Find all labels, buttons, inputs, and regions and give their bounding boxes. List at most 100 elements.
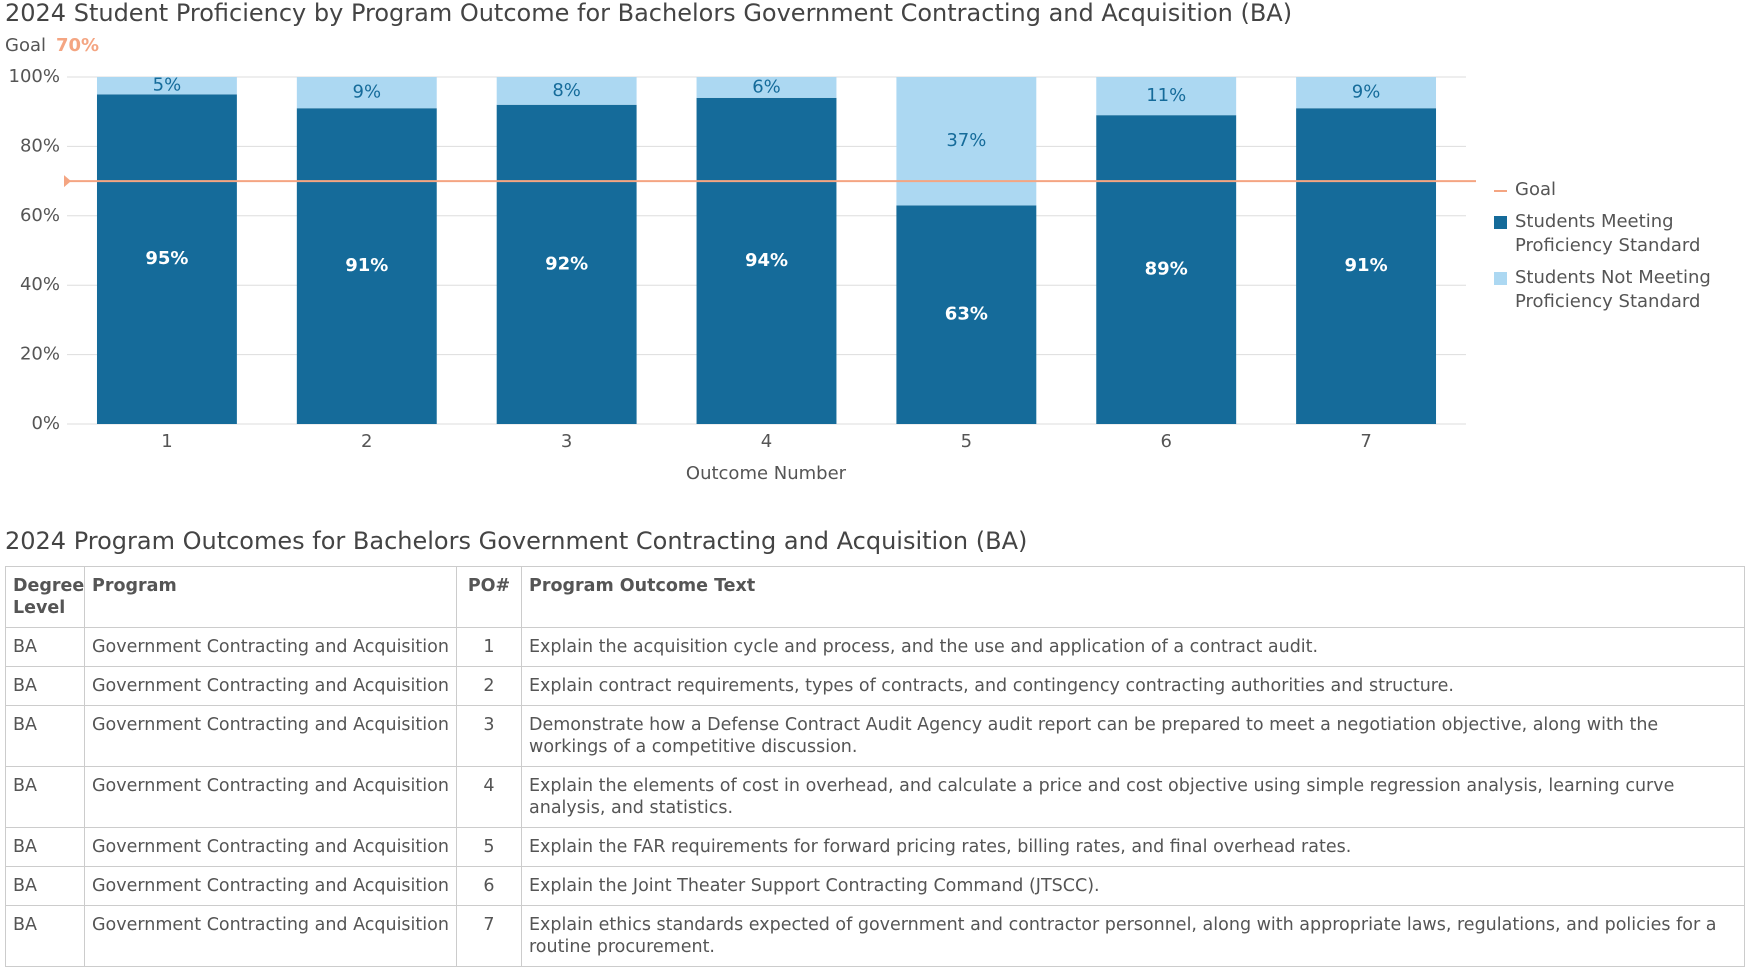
bar-segment [296, 108, 437, 424]
legend-swatch [1494, 190, 1507, 192]
value-label: 92% [545, 253, 588, 274]
chart-title: 2024 Student Proficiency by Program Outc… [5, 0, 1292, 27]
table-cell: BA [5, 827, 85, 867]
table-cell: 2 [456, 666, 522, 706]
table-cell: 5 [456, 827, 522, 867]
goal-caption: Goal [5, 35, 46, 56]
table-row: BA Government Contracting and Acquisition… [5, 627, 1745, 667]
x-tick-label: 3 [561, 431, 572, 452]
x-tick-label: 2 [361, 431, 372, 452]
y-tick-label: 0% [31, 413, 60, 434]
table-row: BA Government Contracting and Acquisition… [5, 666, 1745, 706]
value-label: 6% [752, 76, 781, 97]
bar-segment [96, 94, 237, 424]
y-tick-label: 60% [20, 205, 60, 226]
table-cell: Government Contracting and Acquisition [84, 766, 457, 828]
table-cell: Demonstrate how a Defense Contract Audit… [521, 705, 1745, 767]
legend-label: Students Meeting Proficiency Standard [1515, 211, 1701, 256]
value-label: 9% [353, 82, 382, 103]
value-label: 95% [145, 248, 188, 269]
x-tick-label: 4 [761, 431, 772, 452]
table-cell: Explain contract requirements, types of … [521, 666, 1745, 706]
table-cell: Government Contracting and Acquisition [84, 866, 457, 906]
table-row: BA Government Contracting and Acquisition… [5, 905, 1745, 967]
value-label: 91% [345, 255, 388, 276]
value-label: 89% [1145, 259, 1188, 280]
bar-segment [1296, 108, 1437, 424]
header-cell: Program Outcome Text [521, 566, 1745, 628]
legend-swatch [1494, 216, 1507, 229]
table-cell: 6 [456, 866, 522, 906]
table-cell: Explain the Joint Theater Support Contra… [521, 866, 1745, 906]
table-cell: Government Contracting and Acquisition [84, 627, 457, 667]
table-row: BA Government Contracting and Acquisition… [5, 827, 1745, 867]
x-tick-label: 7 [1360, 431, 1371, 452]
header-cell: Degree Level [5, 566, 85, 628]
bar-segment [896, 77, 1037, 206]
table-cell: Government Contracting and Acquisition [84, 827, 457, 867]
goal-marker [64, 175, 71, 188]
value-label: 94% [745, 250, 788, 271]
bar-segment [896, 205, 1037, 424]
table-cell: Government Contracting and Acquisition [84, 705, 457, 767]
bar-segment [296, 77, 437, 109]
legend-swatch [1494, 272, 1507, 285]
table-cell: 7 [456, 905, 522, 967]
legend-entry: Goal [1494, 178, 1744, 202]
header-row: Degree Level Program PO# Program Outcome Te… [5, 566, 1745, 628]
bar-segment [496, 104, 637, 424]
bar-segment [1096, 77, 1237, 116]
x-tick-label: 5 [961, 431, 972, 452]
value-label: 5% [153, 75, 182, 96]
table-cell: BA [5, 866, 85, 906]
value-label: 91% [1345, 255, 1388, 276]
x-axis-label: Outcome Number [686, 463, 847, 484]
table-cell: Explain the acquisition cycle and proces… [521, 627, 1745, 667]
y-tick-label: 20% [20, 344, 60, 365]
bar-segment [496, 77, 637, 105]
table-cell: BA [5, 766, 85, 828]
y-tick-label: 40% [20, 274, 60, 295]
chart: 2024 Student Proficiency by Program Outc… [5, 0, 1476, 484]
table-cell: BA [5, 905, 85, 967]
bar-segment [96, 77, 237, 95]
legend: Goal Students Meeting Proficiency Standar… [1494, 178, 1744, 322]
table-cell: BA [5, 627, 85, 667]
x-tick-label: 1 [161, 431, 172, 452]
table-row: BA Government Contracting and Acquisition… [5, 866, 1745, 906]
table-cell: Explain ethics standards expected of gov… [521, 905, 1745, 967]
value-label: 9% [1352, 82, 1381, 103]
header-cell: Program [84, 566, 457, 628]
table-cell: 4 [456, 766, 522, 828]
goal-value: 70% [56, 35, 99, 56]
y-tick-label: 100% [9, 66, 60, 87]
table-cell: 3 [456, 705, 522, 767]
bar-segment [1296, 77, 1437, 109]
legend-entry: Students Meeting Proficiency Standard [1494, 210, 1744, 258]
bar-segment [696, 77, 837, 98]
outcomes-table: Degree Level Program PO# Program Outcome Te… [5, 566, 1745, 967]
value-label: 37% [946, 130, 986, 151]
bar-segment [696, 97, 837, 424]
table-cell: 1 [456, 627, 522, 667]
y-tick-label: 80% [20, 135, 60, 156]
legend-label: Students Not Meeting Proficiency Standar… [1515, 267, 1711, 312]
value-label: 63% [945, 304, 988, 325]
table-cell: BA [5, 705, 85, 767]
x-tick-label: 6 [1160, 431, 1171, 452]
table-cell: Government Contracting and Acquisition [84, 666, 457, 706]
table-row: BA Government Contracting and Acquisition… [5, 705, 1745, 767]
value-label: 8% [552, 80, 581, 101]
table-cell: Explain the elements of cost in overhead… [521, 766, 1745, 828]
legend-entry: Students Not Meeting Proficiency Standar… [1494, 266, 1744, 314]
table-title: 2024 Program Outcomes for Bachelors Gove… [5, 527, 1028, 555]
value-label: 11% [1146, 85, 1186, 106]
header-cell: PO# [456, 566, 522, 628]
legend-label: Goal [1515, 179, 1556, 200]
bar-segment [1096, 115, 1237, 425]
table-row: BA Government Contracting and Acquisition… [5, 766, 1745, 828]
table-cell: Explain the FAR requirements for forward… [521, 827, 1745, 867]
table-cell: Government Contracting and Acquisition [84, 905, 457, 967]
table-cell: BA [5, 666, 85, 706]
